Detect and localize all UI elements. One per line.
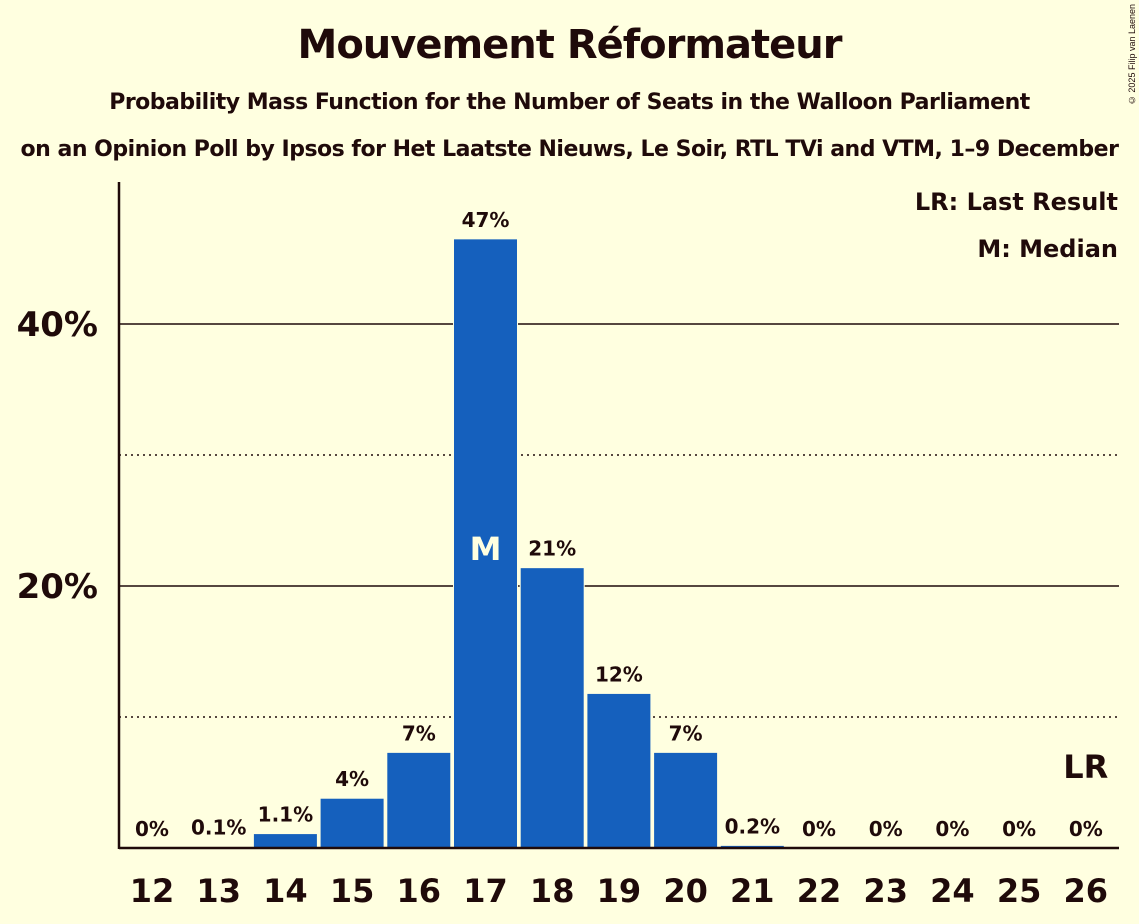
bar-16 [386,751,452,849]
value-label: 0% [1069,817,1103,841]
value-label: 0% [869,817,903,841]
bars [186,238,785,849]
value-label: 0% [935,817,969,841]
value-label: 21% [528,537,576,561]
value-label: 0% [802,817,836,841]
x-tick-label: 25 [997,872,1042,910]
value-label: 47% [462,208,510,232]
x-tick-label: 19 [597,872,642,910]
value-label: 12% [595,662,643,686]
last-result-marker: LR [1063,748,1108,786]
value-label: 1.1% [258,803,313,827]
bar-17 [453,238,518,849]
value-label: 4% [335,767,369,791]
y-tick-label: 40% [17,305,98,345]
bar-14 [252,833,318,849]
bar-18 [519,567,585,849]
x-tick-label: 21 [730,872,775,910]
x-tick-label: 12 [130,872,175,910]
median-marker: M [470,530,502,568]
legend-median: M: Median [977,235,1118,263]
x-tick-label: 16 [397,872,442,910]
gridlines [119,323,1119,718]
value-label: 7% [669,721,703,745]
x-tick-label: 20 [663,872,708,910]
x-tick-label: 24 [930,872,975,910]
bar-15 [319,797,385,849]
chart-title: Mouvement Réformateur [297,22,843,68]
value-label: 0.1% [191,816,246,840]
value-label: 0% [135,817,169,841]
value-label: 7% [402,721,436,745]
bar-20 [653,751,719,849]
x-tick-label: 14 [263,872,308,910]
bar-19 [586,692,652,849]
value-label: 0.2% [725,814,780,838]
x-tick-label: 18 [530,872,575,910]
chart-subtitle: Probability Mass Function for the Number… [109,90,1030,115]
axes: 20% 40% 12 13 14 15 16 17 18 19 20 21 22 23 24 25 26 [17,182,1119,910]
x-tick-label: 23 [863,872,908,910]
value-label: 0% [1002,817,1036,841]
x-tick-label: 15 [330,872,375,910]
chart-source-subtitle: on an Opinion Poll by Ipsos for Het Laat… [20,137,1119,162]
legend-last-result: LR: Last Result [915,188,1118,216]
y-tick-label: 20% [17,567,98,607]
x-tick-label: 26 [1064,872,1109,910]
x-tick-label: 22 [797,872,842,910]
x-tick-label: 13 [196,872,241,910]
x-tick-label: 17 [463,872,508,910]
value-labels: 0% 0.1% 1.1% 4% 7% 47% M 21% 12% 7% 0.2% 0% 0% 0% 0% 0%… [135,208,1108,841]
